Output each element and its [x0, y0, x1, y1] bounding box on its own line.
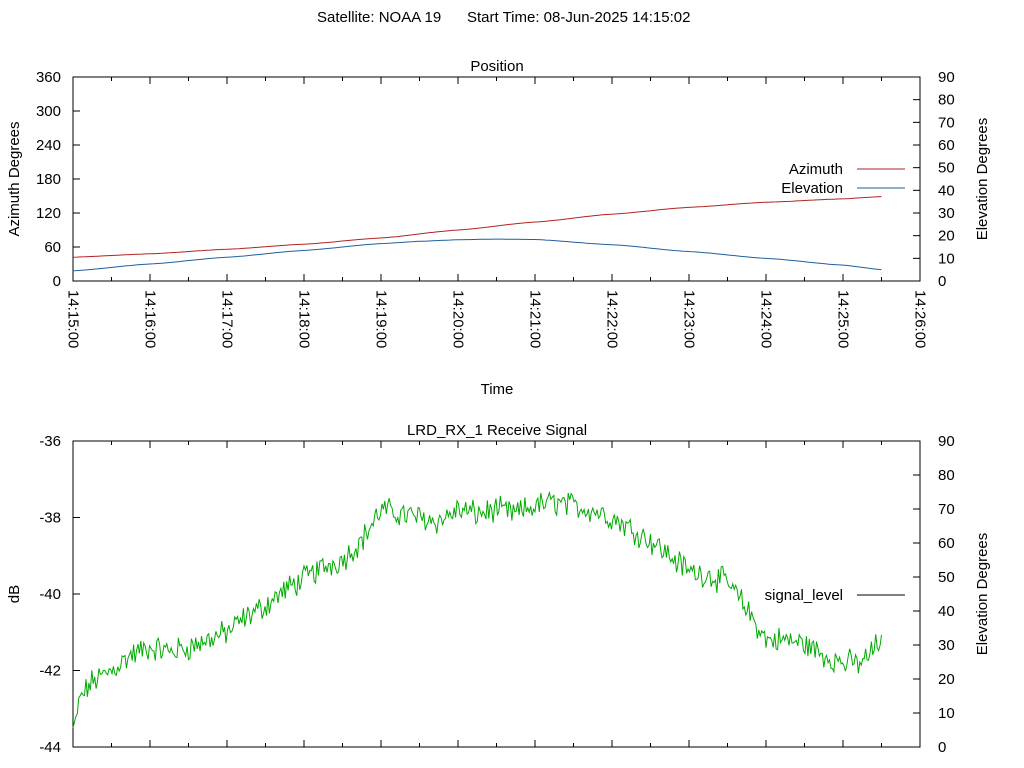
position-chart: Position 0 60 120 180 240 300 360 0 10 20 30 40 50 6…	[6, 58, 991, 398]
signal-y2-axis-title: Elevation Degrees	[974, 533, 991, 656]
satellite-label: Satellite: NOAA 19	[317, 9, 441, 26]
y2-tick-label: 70	[938, 114, 955, 131]
position-ticks	[72, 76, 921, 282]
position-series	[72, 196, 882, 272]
signal-series	[72, 490, 882, 729]
signal-ticks	[72, 440, 921, 748]
position-y-tick-labels: 0 60 120 180 240 300 360	[36, 69, 61, 290]
y2-tick-label: 60	[938, 535, 955, 552]
signal-chart: LRD_RX_1 Receive Signal -44-42-40-38-36 …	[6, 422, 991, 756]
legend-label-elevation: Elevation	[781, 180, 843, 197]
x-tick-label: 14:26:00	[912, 290, 929, 348]
y2-tick-label: 20	[938, 228, 955, 245]
elevation-line	[72, 238, 882, 272]
position-y-axis-title: Azimuth Degrees	[6, 121, 23, 236]
x-tick-label: 14:23:00	[681, 290, 698, 348]
y-tick-label: 120	[36, 205, 61, 222]
signal-y-axis-title: dB	[6, 585, 23, 603]
y2-tick-label: 40	[938, 182, 955, 199]
y2-tick-label: 80	[938, 92, 955, 109]
x-tick-label: 14:21:00	[527, 290, 544, 348]
y2-tick-label: 70	[938, 501, 955, 518]
x-tick-label: 14:24:00	[758, 290, 775, 348]
position-y2-axis-title: Elevation Degrees	[974, 118, 991, 241]
y-tick-label: 60	[44, 239, 61, 256]
legend-label-signal-level: signal_level	[765, 587, 843, 604]
y-tick-label: -42	[39, 663, 61, 680]
y-tick-label: -38	[39, 510, 61, 527]
y2-tick-label: 0	[938, 273, 946, 290]
position-legend: Azimuth Elevation	[781, 161, 905, 197]
y2-tick-label: 10	[938, 705, 955, 722]
signal-chart-title: LRD_RX_1 Receive Signal	[407, 422, 587, 439]
position-chart-title: Position	[470, 58, 523, 75]
y2-tick-label: 20	[938, 671, 955, 688]
x-tick-label: 14:18:00	[296, 290, 313, 348]
x-tick-label: 14:16:00	[142, 290, 159, 348]
y2-tick-label: 50	[938, 569, 955, 586]
position-y2-tick-labels: 0 10 20 30 40 50 60 70 80 90	[938, 69, 955, 290]
legend-label-azimuth: Azimuth	[789, 161, 843, 178]
y2-tick-label: 10	[938, 250, 955, 267]
y2-tick-label: 30	[938, 205, 955, 222]
x-tick-label: 14:25:00	[835, 290, 852, 348]
y2-tick-label: 50	[938, 160, 955, 177]
azimuth-line	[72, 196, 882, 258]
y-tick-label: 360	[36, 69, 61, 86]
x-tick-label: 14:20:00	[450, 290, 467, 348]
x-tick-label: 14:19:00	[373, 290, 390, 348]
y2-tick-label: 0	[938, 739, 946, 756]
signal-y-tick-labels: -44 -42 -40 -38 -36	[39, 433, 61, 756]
x-tick-label: 14:15:00	[65, 290, 82, 348]
y2-tick-label: 90	[938, 69, 955, 86]
y2-tick-label: 80	[938, 467, 955, 484]
y2-tick-label: 60	[938, 137, 955, 154]
signal-legend: signal_level	[765, 587, 905, 604]
y-tick-label: 0	[53, 273, 61, 290]
y-tick-label: -44	[39, 739, 61, 756]
y2-tick-label: 40	[938, 603, 955, 620]
y-tick-label: -36	[39, 433, 61, 450]
signal-level-line	[72, 490, 882, 729]
y2-tick-label: 90	[938, 433, 955, 450]
y-tick-label: 240	[36, 137, 61, 154]
y-tick-label: 180	[36, 171, 61, 188]
position-x-axis-title: Time	[481, 381, 514, 398]
start-time-label: Start Time: 08-Jun-2025 14:15:02	[467, 9, 690, 26]
position-x-tick-labels: 14:15:00 14:16:00 14:17:00 14:18:00 14:19:00…	[65, 290, 929, 348]
y-tick-label: 300	[36, 103, 61, 120]
x-tick-label: 14:17:00	[219, 290, 236, 348]
x-tick-label: 14:22:00	[604, 290, 621, 348]
y-tick-label: -40	[39, 586, 61, 603]
signal-y2-tick-labels: 0 10 20 30 40 50 60 70 80 90	[938, 433, 955, 756]
y2-tick-label: 30	[938, 637, 955, 654]
